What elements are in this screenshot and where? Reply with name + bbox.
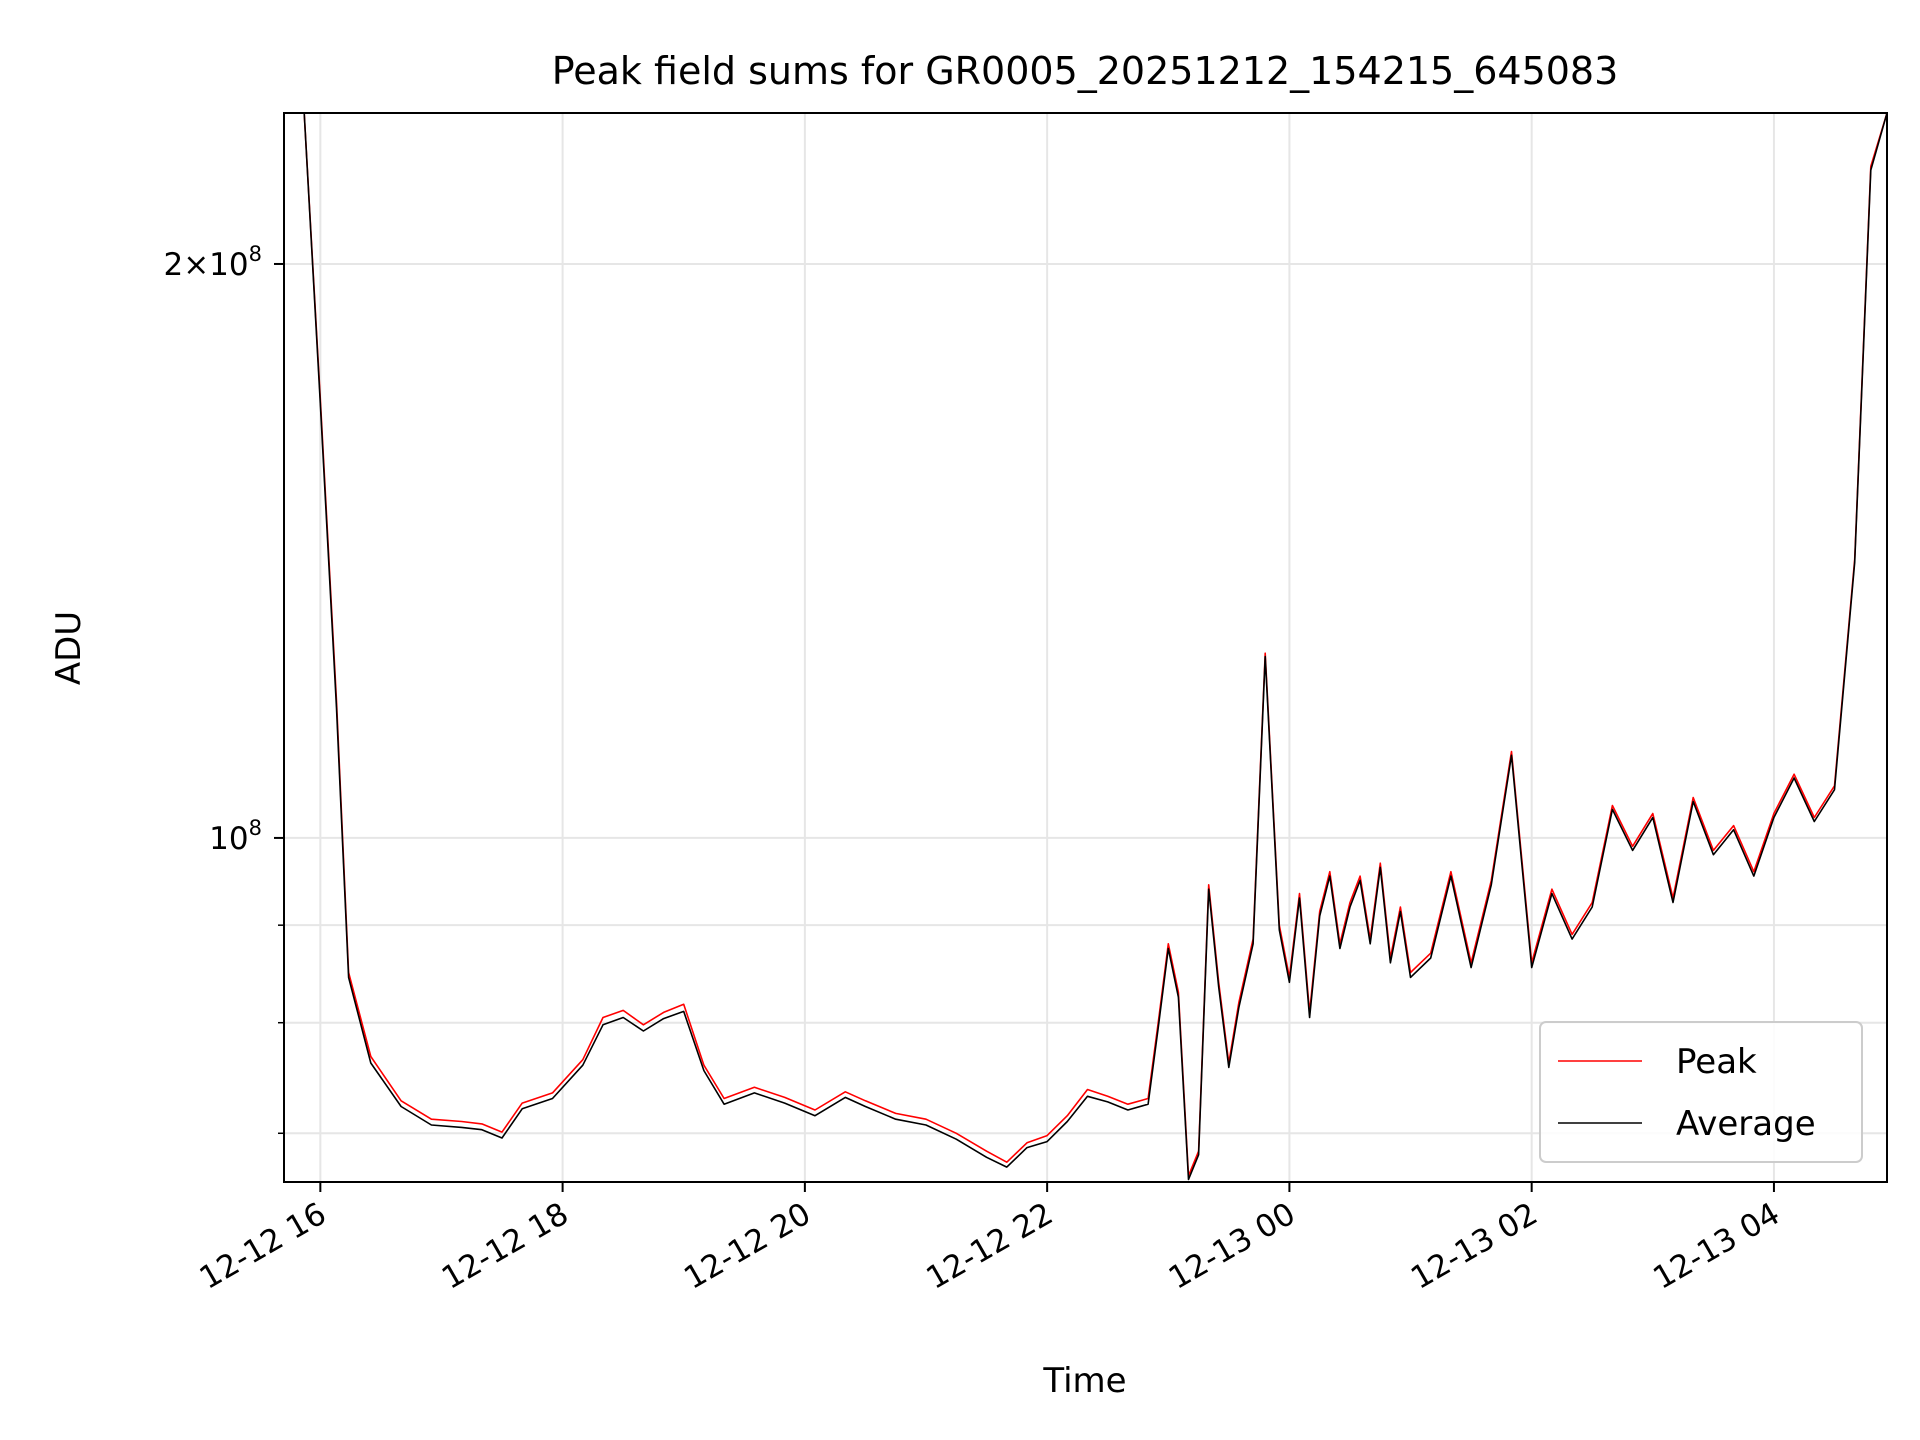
series-line-average <box>284 113 1887 1181</box>
legend-peak-label: Peak <box>1676 1042 1757 1082</box>
series-lines <box>284 113 1887 1181</box>
chart-title: Peak field sums for GR0005_20251212_1542… <box>552 49 1619 93</box>
legend-average-label: Average <box>1676 1104 1816 1144</box>
x-axis-label: Time <box>1042 1361 1126 1401</box>
y-axis-label: ADU <box>49 611 89 685</box>
y-tick-label: 108 <box>209 816 262 857</box>
legend: Peak Average <box>1539 1021 1863 1163</box>
y-tick-label: 2×108 <box>163 242 262 283</box>
y-axis-ticks: 108 2×108 <box>163 242 284 1135</box>
legend-box <box>1539 1021 1863 1163</box>
plot-frame <box>283 112 1888 1183</box>
series-line-peak <box>284 113 1887 1177</box>
